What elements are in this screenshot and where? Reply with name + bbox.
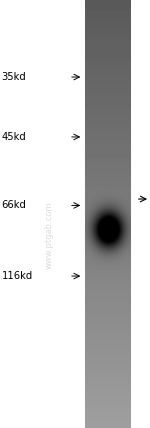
Text: 35kd: 35kd xyxy=(2,72,26,82)
Text: 45kd: 45kd xyxy=(2,132,26,142)
Text: 66kd: 66kd xyxy=(2,200,26,211)
Text: 116kd: 116kd xyxy=(2,271,33,281)
Text: www.ptgab.com: www.ptgab.com xyxy=(45,202,54,269)
